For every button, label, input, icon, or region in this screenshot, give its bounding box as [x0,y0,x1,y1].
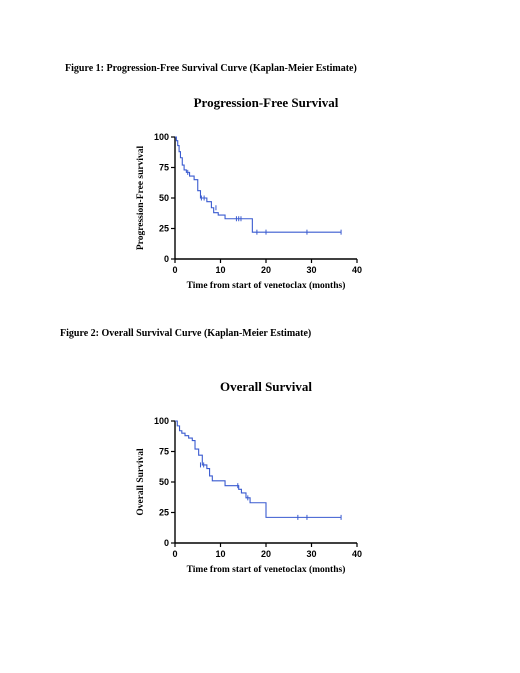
y-tick-label: 50 [159,193,169,203]
figure-2-caption: Figure 2: Overall Survival Curve (Kaplan… [60,328,312,339]
y-tick-label: 100 [154,132,169,142]
y-tick-label: 75 [159,447,169,457]
x-axis-label: Time from start of venetoclax (months) [187,280,346,291]
y-tick-label: 25 [159,508,169,518]
x-tick-label: 10 [215,265,225,275]
os-chart: Overall Survival 0 25 50 75 100 0 10 20 30 40 Time … [136,379,362,575]
figure-1-caption: Figure 1: Progression-Free Survival Curv… [65,63,357,74]
y-axis-label: Overall Survival [136,448,146,516]
survival-step-line [175,136,342,233]
x-tick-label: 20 [261,549,271,559]
x-tick-label: 40 [352,549,362,559]
survival-step-line [175,420,342,518]
x-tick-label: 30 [306,265,316,275]
chart-title: Progression-Free Survival [194,95,339,110]
x-tick-label: 30 [306,549,316,559]
y-tick-label: 50 [159,477,169,487]
y-tick-label: 0 [164,254,169,264]
y-tick-label: 0 [164,538,169,548]
y-tick-label: 25 [159,224,169,234]
x-tick-label: 10 [215,549,225,559]
y-axis-label: Progression-Free survival [136,146,146,251]
x-axis-label: Time from start of venetoclax (months) [187,564,346,575]
x-tick-label: 40 [352,265,362,275]
x-tick-label: 20 [261,265,271,275]
chart-title: Overall Survival [220,379,312,394]
x-tick-label: 0 [172,265,177,275]
y-tick-label: 100 [154,416,169,426]
pfs-chart: Progression-Free Survival 0 25 50 75 100 0 10 20… [136,95,362,291]
x-tick-label: 0 [172,549,177,559]
y-tick-label: 75 [159,163,169,173]
